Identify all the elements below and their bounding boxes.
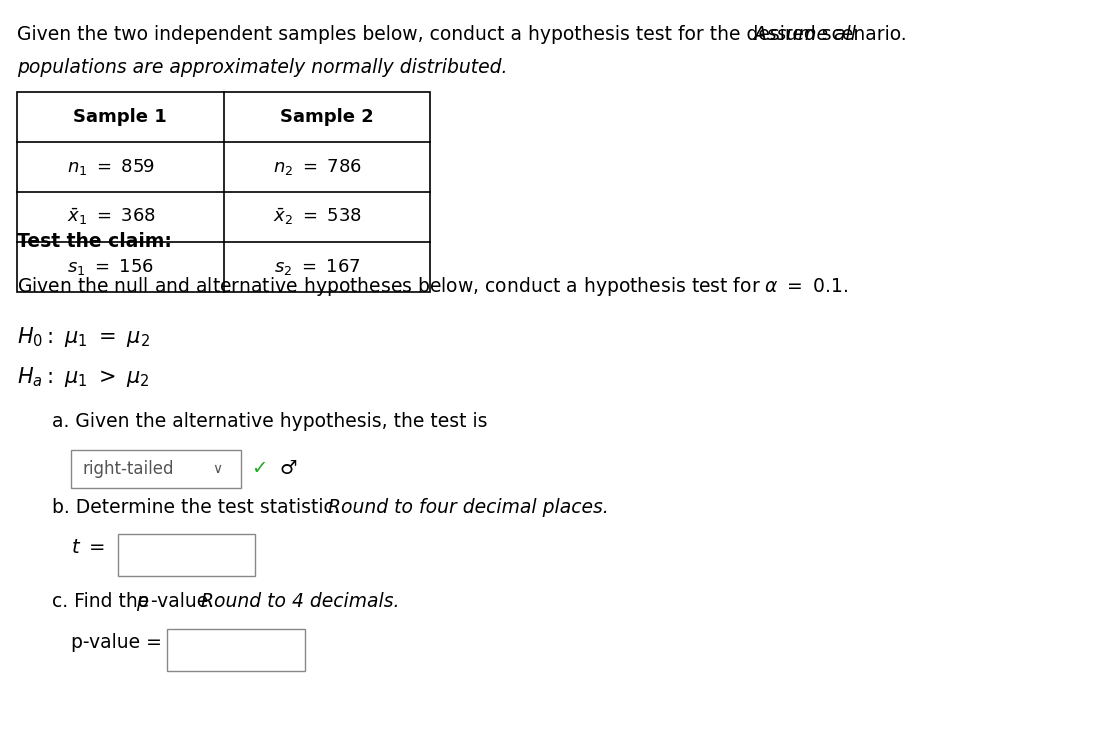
Text: Sample 2: Sample 2 (280, 108, 374, 126)
Text: p: p (136, 592, 148, 611)
Bar (168, 629, 305, 671)
Bar (71, 450, 241, 488)
Text: $t\ =$: $t\ =$ (71, 538, 105, 557)
Text: Assume all: Assume all (754, 25, 856, 44)
Text: p-value =: p-value = (71, 633, 162, 652)
Text: $\bar{x}_1\ =\ 368$: $\bar{x}_1\ =\ 368$ (67, 207, 156, 227)
Bar (18, 92, 430, 292)
Text: right-tailed: right-tailed (82, 460, 173, 478)
Text: populations are approximately normally distributed.: populations are approximately normally d… (18, 58, 508, 77)
Text: Sample 1: Sample 1 (73, 108, 167, 126)
Text: $H_0{:}\ \mu_1\ =\ \mu_2$: $H_0{:}\ \mu_1\ =\ \mu_2$ (18, 325, 150, 349)
Text: $n_1\ =\ 859$: $n_1\ =\ 859$ (67, 157, 155, 177)
Text: Given the two independent samples below, conduct a hypothesis test for the desir: Given the two independent samples below,… (18, 25, 913, 44)
Text: $s_1\ =\ 156$: $s_1\ =\ 156$ (68, 257, 155, 277)
Text: $s_2\ =\ 167$: $s_2\ =\ 167$ (274, 257, 361, 277)
Text: b. Determine the test statistic.: b. Determine the test statistic. (52, 498, 346, 517)
Text: $\bar{x}_2\ =\ 538$: $\bar{x}_2\ =\ 538$ (273, 207, 362, 227)
Text: ✓: ✓ (250, 459, 267, 478)
Text: c. Find the: c. Find the (52, 592, 156, 611)
Text: ∨: ∨ (213, 462, 223, 476)
Text: a. Given the alternative hypothesis, the test is: a. Given the alternative hypothesis, the… (52, 412, 487, 431)
Text: $H_a{:}\ \mu_1\ >\ \mu_2$: $H_a{:}\ \mu_1\ >\ \mu_2$ (18, 365, 149, 389)
Bar (118, 534, 256, 576)
Text: ♂: ♂ (279, 459, 296, 478)
Text: -value.: -value. (151, 592, 220, 611)
Text: Given the null and alternative hypotheses below, conduct a hypothesis test for $: Given the null and alternative hypothese… (18, 275, 848, 298)
Text: $n_2\ =\ 786$: $n_2\ =\ 786$ (273, 157, 362, 177)
Text: Round to 4 decimals.: Round to 4 decimals. (202, 592, 400, 611)
Text: Test the claim:: Test the claim: (18, 232, 172, 251)
Text: Round to four decimal places.: Round to four decimal places. (328, 498, 609, 517)
